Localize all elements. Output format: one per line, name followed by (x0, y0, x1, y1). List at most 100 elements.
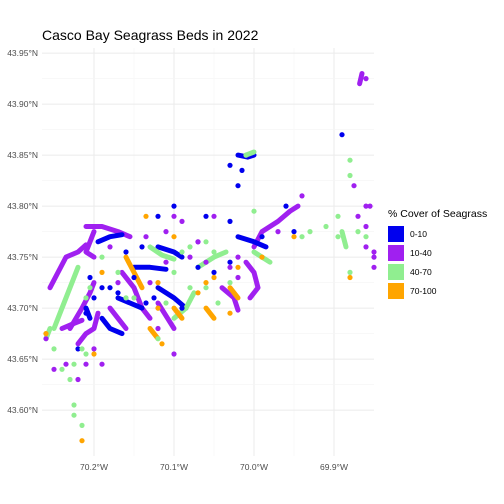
seagrass-point (155, 280, 161, 286)
legend-key (388, 226, 404, 242)
y-tick-label: 43.65°N (7, 354, 38, 364)
seagrass-bed (99, 315, 125, 337)
seagrass-bed (107, 305, 129, 331)
seagrass-bed (131, 264, 169, 272)
y-tick-label: 43.75°N (7, 252, 38, 262)
seagrass-point (71, 361, 77, 367)
seagrass-point (211, 213, 217, 219)
seagrass-point (83, 295, 89, 301)
seagrass-point (235, 254, 241, 260)
seagrass-point (91, 346, 97, 352)
seagrass-point (195, 290, 201, 296)
seagrass-point (291, 229, 297, 235)
y-tick-label: 43.85°N (7, 150, 38, 160)
seagrass-point (163, 300, 169, 306)
seagrass-point (131, 274, 137, 281)
seagrass-point (99, 285, 105, 291)
seagrass-point (171, 213, 177, 219)
seagrass-point (227, 310, 233, 316)
seagrass-point (139, 244, 145, 250)
seagrass-point (179, 218, 185, 224)
seagrass-point (171, 351, 177, 357)
seagrass-point (235, 264, 241, 270)
x-tick-label: 70.2°W (80, 462, 108, 472)
seagrass-point (115, 290, 121, 296)
map-title: Casco Bay Seagrass Beds in 2022 (42, 27, 259, 43)
seagrass-point (363, 234, 369, 240)
seagrass-point (51, 346, 57, 352)
seagrass-point (347, 157, 353, 163)
plot-panel (42, 48, 374, 456)
seagrass-point (187, 244, 193, 250)
y-tick-label: 43.70°N (7, 303, 38, 313)
seagrass-point (187, 254, 193, 260)
seagrass-bed (155, 244, 185, 260)
y-tick-label: 43.80°N (7, 201, 38, 211)
seagrass-point (83, 310, 89, 316)
seagrass-point (171, 269, 177, 275)
seagrass-point (227, 162, 233, 168)
seagrass-bed (227, 285, 241, 301)
seagrass-point (363, 223, 369, 230)
seagrass-point (351, 183, 357, 189)
seagrass-point (59, 366, 65, 372)
seagrass-point (203, 239, 209, 245)
gridlines (42, 48, 374, 456)
seagrass-point (227, 218, 233, 224)
seagrass-point (259, 234, 265, 240)
seagrass-point (71, 402, 77, 408)
seagrass-point (115, 280, 121, 286)
legend-key (388, 283, 404, 299)
seagrass-point (43, 331, 49, 337)
y-axis-tick-labels: 43.95°N 43.90°N 43.85°N 43.80°N 43.75°N 43.70… (7, 48, 38, 415)
seagrass-points (43, 76, 377, 444)
seagrass-point (75, 376, 81, 383)
seagrass-bed (357, 71, 365, 87)
seagrass-point (203, 213, 209, 219)
seagrass-point (99, 269, 105, 275)
seagrass-point (115, 269, 121, 275)
x-tick-label: 70.0°W (240, 462, 268, 472)
seagrass-point (43, 336, 49, 342)
seagrass-point (179, 305, 185, 311)
seagrass-bed (123, 254, 145, 291)
seagrass-point (143, 300, 149, 306)
seagrass-point (203, 259, 209, 265)
seagrass-bed (47, 242, 89, 291)
seagrass-point (323, 223, 329, 230)
legend-key (388, 264, 404, 280)
seagrass-point (307, 229, 313, 235)
seagrass-bed (51, 264, 81, 331)
seagrass-bed (119, 269, 153, 321)
seagrass-point (171, 234, 177, 240)
seagrass-point (63, 361, 69, 367)
seagrass-point (335, 213, 341, 219)
legend-title: % Cover of Seagrass (388, 208, 488, 220)
seagrass-bed (155, 285, 189, 311)
legend-label: 40-70 (410, 267, 432, 277)
seagrass-point (99, 254, 105, 260)
y-tick-label: 43.95°N (7, 48, 38, 58)
seagrass-bed (147, 244, 177, 262)
seagrass-point (151, 295, 157, 301)
seagrass-bed (83, 229, 97, 260)
seagrass-point (275, 229, 281, 235)
seagrass-point (211, 274, 217, 281)
seagrass-point (299, 234, 305, 240)
legend-item: 70-100 (388, 282, 487, 300)
seagrass-point (163, 259, 169, 265)
seagrass-point (195, 264, 201, 270)
seagrass-point (347, 172, 353, 179)
seagrass-point (363, 244, 369, 250)
seagrass-point (163, 229, 169, 235)
seagrass-bed (251, 203, 301, 250)
seagrass-point (355, 229, 361, 235)
legend-item: 0-10 (388, 225, 487, 243)
seagrass-point (347, 269, 353, 275)
seagrass-point (51, 366, 57, 372)
seagrass-point (91, 295, 97, 301)
seagrass-point (243, 152, 249, 158)
seagrass-point (99, 361, 105, 367)
seagrass-point (371, 264, 377, 270)
seagrass-point (107, 285, 113, 291)
